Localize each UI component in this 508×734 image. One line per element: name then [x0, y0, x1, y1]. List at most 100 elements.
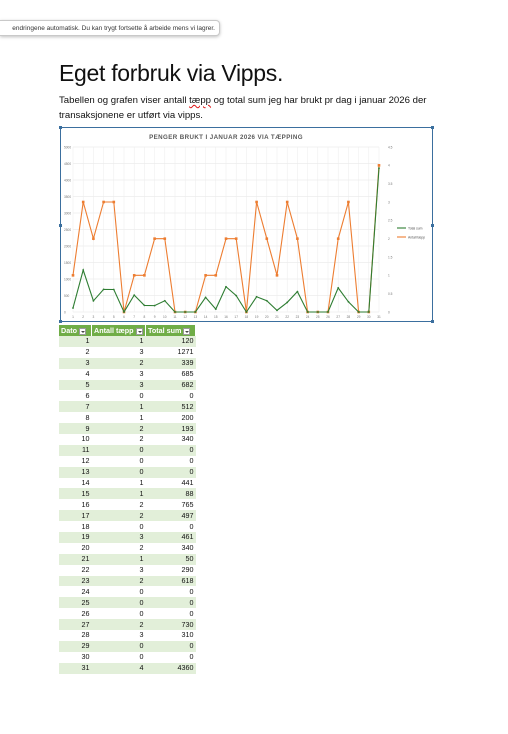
cell-sum[interactable]: 0 [145, 455, 196, 467]
cell-antall[interactable]: 0 [91, 444, 146, 456]
cell-sum[interactable]: 200 [145, 412, 196, 424]
cell-antall[interactable]: 1 [91, 401, 146, 413]
cell-dato[interactable]: 3 [59, 357, 92, 369]
cell-antall[interactable]: 2 [91, 499, 146, 511]
cell-dato[interactable]: 12 [59, 455, 92, 467]
cell-dato[interactable]: 16 [59, 499, 92, 511]
cell-antall[interactable]: 0 [91, 640, 146, 652]
cell-antall[interactable]: 0 [91, 651, 146, 663]
cell-dato[interactable]: 9 [59, 423, 92, 435]
cell-sum[interactable]: 50 [145, 553, 196, 565]
cell-dato[interactable]: 17 [59, 510, 92, 522]
cell-sum[interactable]: 0 [145, 466, 196, 478]
cell-dato[interactable]: 10 [59, 434, 92, 445]
cell-dato[interactable]: 25 [59, 597, 92, 609]
cell-antall[interactable]: 2 [91, 575, 146, 587]
cell-dato[interactable]: 4 [59, 368, 92, 380]
cell-sum[interactable]: 765 [145, 499, 196, 511]
cell-antall[interactable]: 2 [91, 542, 146, 554]
cell-antall[interactable]: 3 [91, 532, 146, 543]
cell-antall[interactable]: 3 [91, 368, 146, 380]
cell-sum[interactable]: 0 [145, 651, 196, 663]
cell-antall[interactable]: 2 [91, 357, 146, 369]
cell-antall[interactable]: 0 [91, 521, 146, 533]
cell-dato[interactable]: 23 [59, 575, 92, 587]
cell-sum[interactable]: 685 [145, 368, 196, 380]
cell-antall[interactable]: 3 [91, 564, 146, 576]
column-header-dato[interactable]: Dato [59, 325, 92, 336]
chart-resize-handle-br[interactable] [431, 320, 434, 323]
cell-sum[interactable]: 0 [145, 521, 196, 533]
cell-antall[interactable]: 2 [91, 619, 146, 631]
cell-antall[interactable]: 3 [91, 630, 146, 641]
cell-dato[interactable]: 29 [59, 640, 92, 652]
cell-antall[interactable]: 1 [91, 553, 146, 565]
cell-antall[interactable]: 2 [91, 434, 146, 445]
filter-dropdown-icon[interactable] [78, 327, 86, 335]
cell-antall[interactable]: 0 [91, 455, 146, 467]
cell-sum[interactable]: 0 [145, 597, 196, 609]
cell-dato[interactable]: 18 [59, 521, 92, 533]
cell-antall[interactable]: 1 [91, 488, 146, 500]
cell-sum[interactable]: 0 [145, 586, 196, 598]
cell-sum[interactable]: 290 [145, 564, 196, 576]
cell-sum[interactable]: 618 [145, 575, 196, 587]
cell-dato[interactable]: 13 [59, 466, 92, 478]
cell-antall[interactable]: 2 [91, 510, 146, 522]
cell-antall[interactable]: 0 [91, 466, 146, 478]
cell-antall[interactable]: 2 [91, 423, 146, 435]
cell-dato[interactable]: 22 [59, 564, 92, 576]
cell-sum[interactable]: 497 [145, 510, 196, 522]
cell-dato[interactable]: 28 [59, 630, 92, 641]
cell-dato[interactable]: 7 [59, 401, 92, 413]
column-header-antall[interactable]: Antall tæpp [91, 325, 146, 336]
cell-dato[interactable]: 6 [59, 390, 92, 402]
cell-dato[interactable]: 5 [59, 379, 92, 391]
cell-antall[interactable]: 1 [91, 477, 146, 489]
cell-sum[interactable]: 339 [145, 357, 196, 369]
chart-resize-handle-bl[interactable] [59, 320, 62, 323]
cell-dato[interactable]: 8 [59, 412, 92, 424]
cell-sum[interactable]: 310 [145, 630, 196, 641]
cell-sum[interactable]: 730 [145, 619, 196, 631]
filter-dropdown-icon[interactable] [135, 327, 143, 335]
cell-antall[interactable]: 1 [91, 336, 146, 347]
cell-dato[interactable]: 31 [59, 662, 92, 674]
cell-sum[interactable]: 193 [145, 423, 196, 435]
cell-antall[interactable]: 1 [91, 412, 146, 424]
column-header-sum[interactable]: Total sum [145, 325, 196, 336]
cell-dato[interactable]: 20 [59, 542, 92, 554]
spellcheck-flagged-word[interactable]: tæpp [189, 95, 212, 106]
cell-dato[interactable]: 24 [59, 586, 92, 598]
cell-dato[interactable]: 11 [59, 444, 92, 456]
cell-sum[interactable]: 0 [145, 640, 196, 652]
cell-sum[interactable]: 682 [145, 379, 196, 391]
cell-antall[interactable]: 0 [91, 608, 146, 620]
cell-antall[interactable]: 0 [91, 597, 146, 609]
cell-dato[interactable]: 19 [59, 532, 92, 543]
cell-dato[interactable]: 26 [59, 608, 92, 620]
cell-sum[interactable]: 4360 [145, 662, 196, 674]
cell-dato[interactable]: 2 [59, 346, 92, 358]
cell-sum[interactable]: 340 [145, 434, 196, 445]
cell-dato[interactable]: 15 [59, 488, 92, 500]
chart-resize-handle-tr[interactable] [431, 126, 434, 129]
chart-resize-handle-mr[interactable] [431, 224, 434, 227]
cell-sum[interactable]: 512 [145, 401, 196, 413]
cell-antall[interactable]: 3 [91, 346, 146, 358]
cell-sum[interactable]: 441 [145, 477, 196, 489]
chart-resize-handle-tl[interactable] [59, 126, 62, 129]
cell-sum[interactable]: 0 [145, 390, 196, 402]
cell-sum[interactable]: 120 [145, 336, 196, 347]
cell-sum[interactable]: 1271 [145, 346, 196, 358]
cell-antall[interactable]: 0 [91, 586, 146, 598]
cell-dato[interactable]: 1 [59, 336, 92, 347]
chart-resize-handle-ml[interactable] [59, 224, 62, 227]
cell-dato[interactable]: 27 [59, 619, 92, 631]
cell-antall[interactable]: 3 [91, 379, 146, 391]
cell-sum[interactable]: 0 [145, 608, 196, 620]
cell-sum[interactable]: 461 [145, 532, 196, 543]
embedded-chart[interactable]: PENGER BRUKT I JANUAR 2026 VIA TÆPPING 0 5… [59, 126, 434, 323]
cell-sum[interactable]: 88 [145, 488, 196, 500]
cell-dato[interactable]: 21 [59, 553, 92, 565]
